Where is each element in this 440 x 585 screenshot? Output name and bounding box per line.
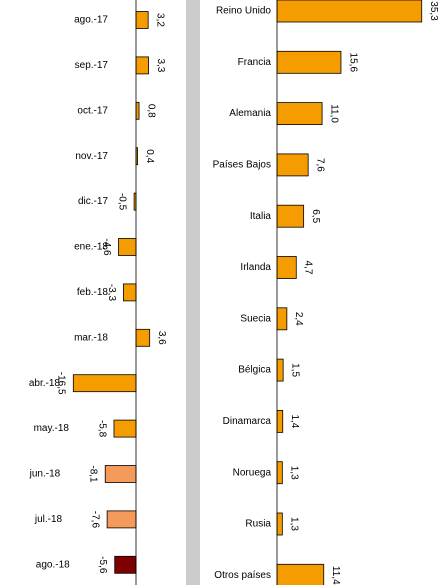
value-label: -8,1 <box>88 465 99 483</box>
category-label: Irlanda <box>240 262 271 273</box>
bar <box>135 101 140 120</box>
value-label: 2,4 <box>293 312 304 326</box>
category-label: nov.-17 <box>75 151 108 162</box>
category-label: ago.-18 <box>36 559 70 570</box>
bar <box>114 555 137 574</box>
category-label: Alemania <box>229 108 271 119</box>
bar <box>276 204 305 228</box>
category-label: Países Bajos <box>213 160 271 171</box>
category-label: feb.-18 <box>77 287 109 298</box>
bar <box>276 153 309 177</box>
value-label: 1,4 <box>289 414 300 428</box>
bar <box>276 102 323 125</box>
bar <box>276 409 284 433</box>
value-label: 1,3 <box>289 517 300 531</box>
category-label: Francia <box>238 57 272 68</box>
category-label: oct.-17 <box>77 105 108 116</box>
bar <box>72 374 137 393</box>
separator <box>186 0 200 585</box>
bar <box>135 56 149 75</box>
value-label: 35,3 <box>428 1 439 21</box>
bar <box>135 11 149 29</box>
value-label: -4,6 <box>101 238 112 256</box>
category-label: Bélgica <box>238 365 271 376</box>
bar <box>118 238 137 256</box>
value-label: 11,4 <box>330 566 341 585</box>
bar <box>276 0 423 23</box>
category-label: sep.-17 <box>75 60 109 71</box>
value-label: 1,5 <box>290 363 301 377</box>
category-label: mar.-18 <box>74 332 108 343</box>
value-label: 0,8 <box>145 104 156 118</box>
category-label: Rusia <box>245 519 271 530</box>
bar <box>123 283 137 302</box>
bar <box>276 50 342 74</box>
bar <box>276 512 283 536</box>
category-label: may.-18 <box>34 423 70 434</box>
value-label: 1,3 <box>289 466 300 480</box>
value-label: 11,0 <box>328 104 339 123</box>
value-label: 4,7 <box>303 261 314 275</box>
category-label: Suecia <box>240 313 271 324</box>
value-label: -16,5 <box>56 372 67 395</box>
category-label: ago.-17 <box>74 15 108 26</box>
value-label: 3,6 <box>156 331 167 345</box>
bar <box>106 510 137 529</box>
category-label: Noruega <box>233 467 272 478</box>
value-label: -5,6 <box>97 556 108 574</box>
value-label: -3,3 <box>106 284 117 302</box>
bar <box>276 461 283 485</box>
value-label: 0,4 <box>144 149 155 163</box>
category-label: jul.-18 <box>34 514 63 525</box>
bar <box>135 328 151 347</box>
category-label: jun.-18 <box>29 469 61 480</box>
category-label: abr.-18 <box>29 378 61 389</box>
value-label: -5,8 <box>96 420 107 438</box>
value-label: 3,3 <box>155 58 166 72</box>
bar <box>276 358 284 382</box>
bar <box>104 465 137 483</box>
bar <box>276 256 297 279</box>
value-label: 3,2 <box>155 13 166 27</box>
value-label: 15,6 <box>347 53 358 73</box>
category-label: Otros países <box>214 570 271 581</box>
category-label: ene.-18 <box>74 242 108 253</box>
category-label: Reino Unido <box>216 6 271 17</box>
value-label: -0,5 <box>116 193 127 211</box>
value-label: -7,6 <box>89 511 100 529</box>
bar <box>276 563 325 585</box>
value-label: 7,6 <box>315 158 326 172</box>
category-label: dic.-17 <box>78 196 108 207</box>
category-label: Italia <box>250 211 272 222</box>
bar <box>276 307 288 331</box>
category-label: Dinamarca <box>223 416 272 427</box>
bar <box>113 419 137 438</box>
value-label: 6,5 <box>310 209 321 223</box>
